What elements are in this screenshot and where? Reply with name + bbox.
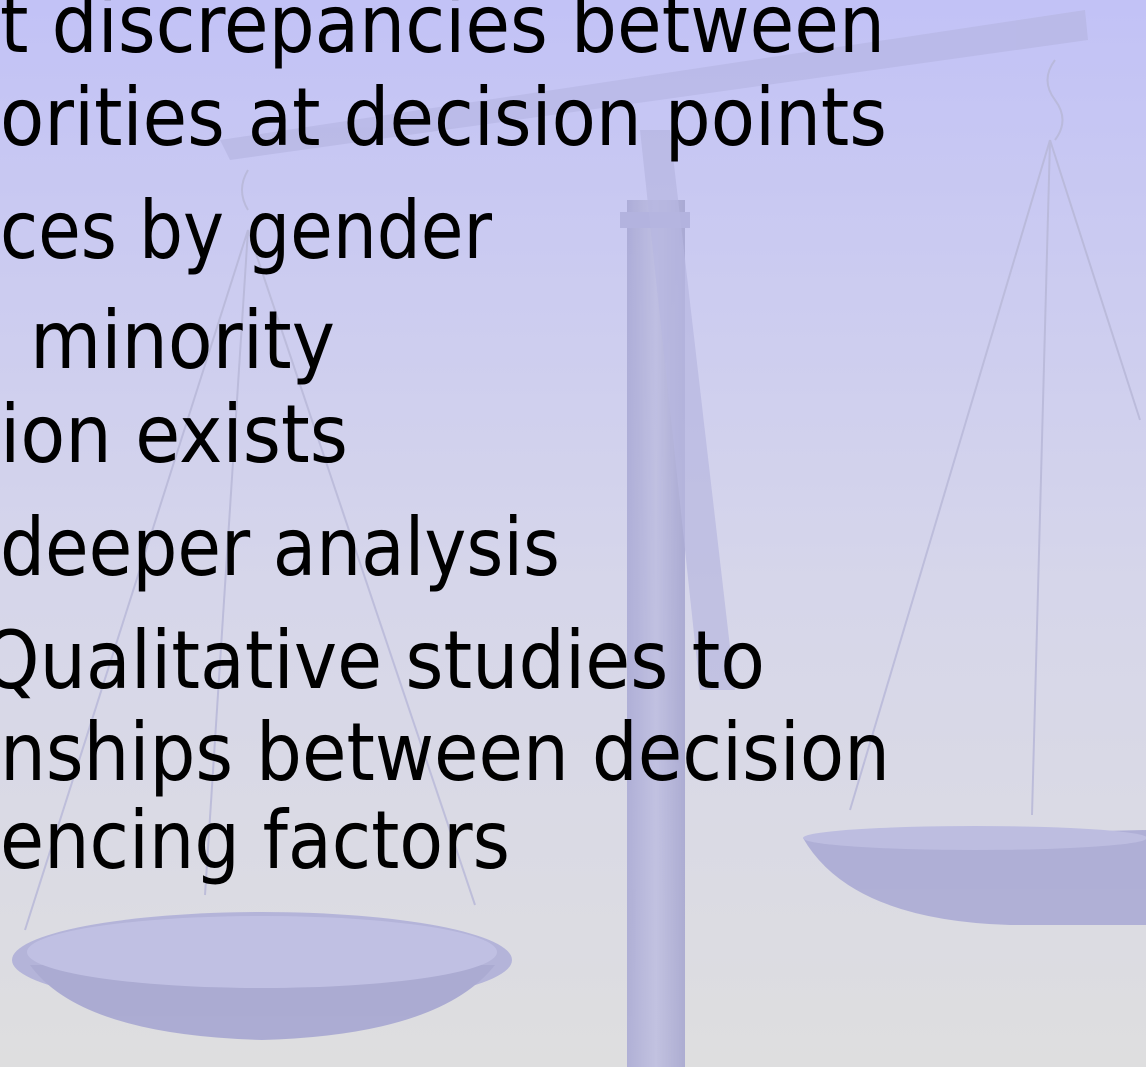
text-line: orities at decision points xyxy=(0,71,887,164)
text-line: nships between decision xyxy=(0,706,890,799)
text-line: ces by gender xyxy=(0,184,492,277)
bullet-text: t discrepancies between orities at decis… xyxy=(0,0,890,887)
text-line: deeper analysis xyxy=(0,501,560,594)
text-line: t discrepancies between xyxy=(0,0,885,71)
scales-illustration xyxy=(12,10,1146,1067)
text-line: Qualitative studies to xyxy=(0,614,765,707)
text-line: encing factors xyxy=(0,794,510,887)
text-line: ion exists xyxy=(0,388,348,481)
text-line: minority xyxy=(30,294,335,387)
